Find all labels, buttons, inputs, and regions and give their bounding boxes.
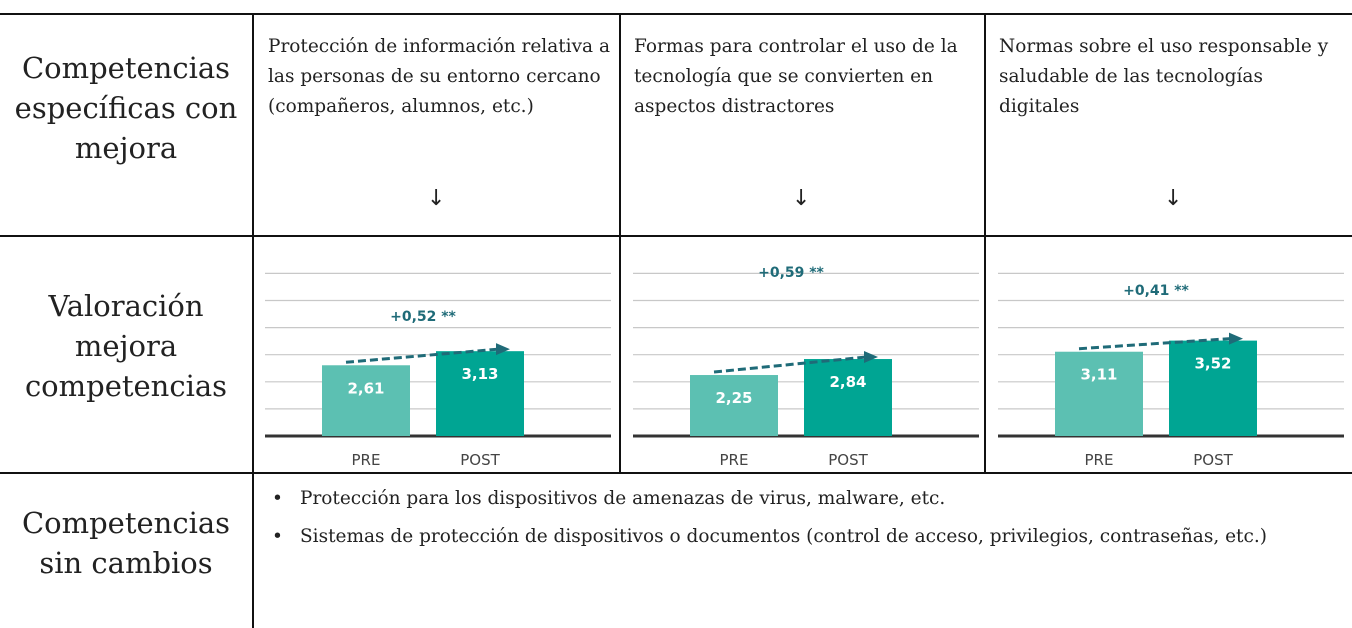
value-label: 2,84 xyxy=(829,373,866,391)
rule xyxy=(0,472,1352,474)
chart: 3,11 PRE 3,52 POST +0,41 ** xyxy=(998,272,1344,469)
chart: 2,25 PRE 2,84 POST +0,59 ** xyxy=(633,265,979,469)
category-label: POST xyxy=(828,451,868,469)
category-label: PRE xyxy=(1085,451,1114,469)
trend-arrow xyxy=(345,347,499,364)
rule xyxy=(0,235,1352,237)
bar xyxy=(690,375,778,436)
rule xyxy=(984,13,986,474)
list-item: Protección para los dispositivos de amen… xyxy=(258,484,1338,514)
arrow-head xyxy=(864,351,878,364)
value-label: 2,61 xyxy=(347,379,384,397)
value-label: 3,11 xyxy=(1080,366,1117,384)
bar xyxy=(804,359,892,436)
bar xyxy=(322,365,410,436)
bar xyxy=(1169,340,1257,436)
arrow-icon: ↓ xyxy=(1164,186,1183,211)
rule xyxy=(0,13,1352,15)
category-label: PRE xyxy=(720,451,749,469)
chart: 2,61 PRE 3,13 POST +0,52 ** xyxy=(265,272,611,469)
arrow-icon: ↓ xyxy=(427,186,446,211)
value-label: 3,52 xyxy=(1194,355,1231,373)
topic: Normas sobre el uso responsable y saluda… xyxy=(999,36,1329,117)
row-header: Valoración mejora competencias xyxy=(24,289,228,403)
annotation: +0,41 ** xyxy=(1123,283,1189,299)
annotation: +0,59 ** xyxy=(758,265,824,281)
trend-arrow xyxy=(1078,337,1232,351)
category-label: POST xyxy=(460,451,500,469)
rule xyxy=(252,13,254,628)
value-label: 2,25 xyxy=(715,389,752,407)
arrow-head xyxy=(1229,332,1243,345)
bar xyxy=(1055,351,1143,436)
trend-arrow xyxy=(713,355,867,374)
list-item: Sistemas de protección de dispositivos o… xyxy=(258,522,1338,552)
annotation: +0,52 ** xyxy=(390,309,456,325)
value-label: 3,13 xyxy=(461,365,498,383)
category-label: PRE xyxy=(352,451,381,469)
list: Protección para los dispositivos de amen… xyxy=(258,484,1338,560)
arrow-head xyxy=(496,343,510,356)
row-header: Competencias sin cambios xyxy=(21,506,231,580)
arrow-icon: ↓ xyxy=(792,186,811,211)
category-label: POST xyxy=(1193,451,1233,469)
row-header: Competencias específicas con mejora xyxy=(14,51,238,165)
topic: Protección de información relativa a las… xyxy=(268,36,610,117)
rule xyxy=(619,13,621,474)
topic: Formas para controlar el uso de la tecno… xyxy=(634,36,958,117)
bar xyxy=(436,351,524,436)
